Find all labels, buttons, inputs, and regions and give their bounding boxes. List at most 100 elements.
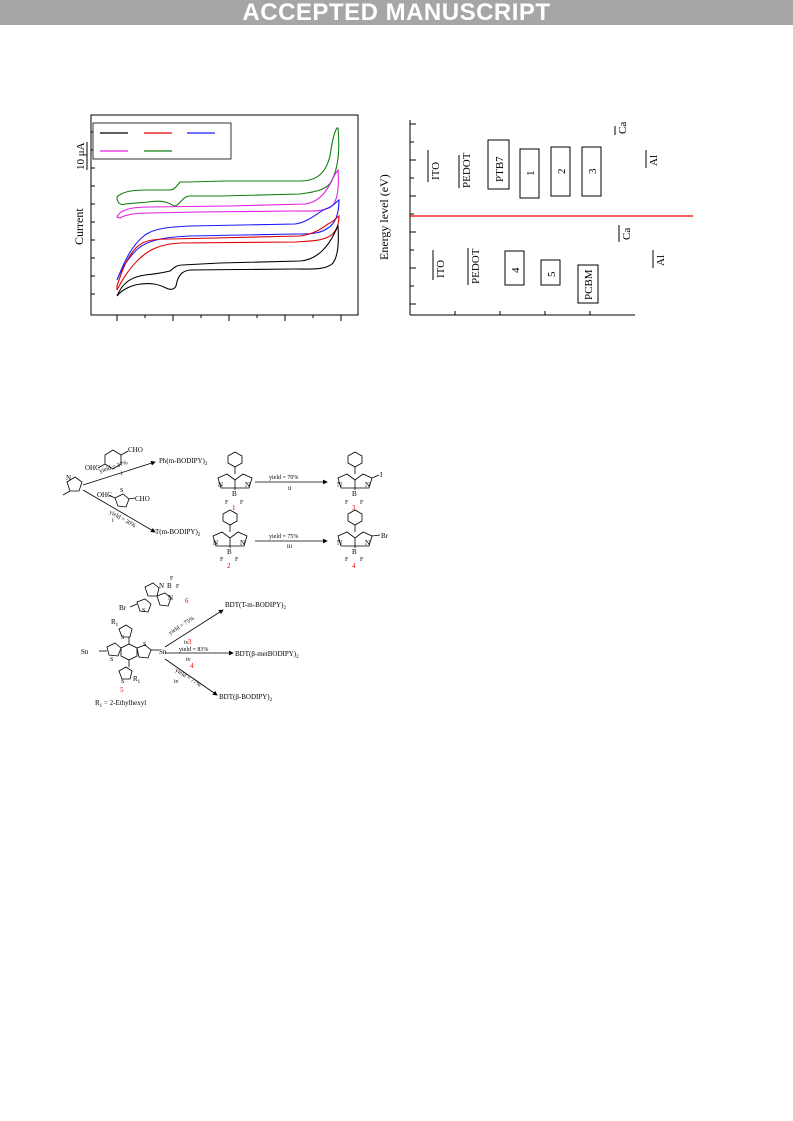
compound-4-structure — [337, 509, 381, 548]
product-ph-bodipy: Ph(m-BODIPY)2 — [159, 457, 208, 467]
cmpd1-n-left: N — [218, 481, 223, 489]
reagent-ohc-mid: OHC — [97, 491, 112, 499]
cmpd3-f-right: F — [360, 500, 364, 506]
upper-level-1: 1 — [519, 148, 540, 199]
accepted-manuscript-banner: ACCEPTED MANUSCRIPT — [0, 0, 793, 26]
cv-trace-green — [116, 127, 340, 207]
upper-level-ca-label: Ca — [617, 122, 629, 134]
bdt-r1-bottom: R1 — [133, 675, 141, 685]
arrow2-step: i — [112, 518, 114, 524]
upper-level-ptb7-label: PTB7 — [494, 156, 506, 182]
compound-6-structure — [129, 582, 172, 613]
pyrrole-n-label: N — [66, 474, 71, 482]
upper-level-3-label: 3 — [587, 168, 599, 174]
cv-legend — [92, 122, 232, 160]
upper-level-ito: ITO — [427, 150, 442, 182]
upper-level-al-label: Al — [648, 155, 660, 166]
bdt-s-right: S — [143, 642, 146, 648]
lower-level-5: 5 — [540, 259, 561, 286]
cmpd2-b: B — [227, 548, 232, 556]
synthesis-scheme-bottom: N B F F N Br S R1 S Sn S S Sn S R1 5 R1 … — [81, 576, 299, 709]
reagent-cho-mid: CHO — [135, 495, 150, 503]
cmpd3-n-left: N — [337, 481, 342, 489]
cmpd4-n-left: N — [337, 539, 342, 547]
lower-level-pedot: PEDOT — [467, 248, 482, 285]
cmpd2-n-left: N — [213, 539, 218, 547]
cmpd1-f-left: F — [225, 500, 229, 506]
arrow1-step: i — [121, 471, 123, 477]
reagent-s-mid: S — [120, 488, 123, 494]
energy-axis-ticks — [410, 123, 416, 305]
arrow-to-bdt-beta-bodipy — [164, 658, 218, 696]
arrow7-step: iv — [174, 679, 179, 685]
cmpd6-f-top: F — [170, 576, 174, 582]
cmpd4-f-left: F — [345, 557, 349, 563]
cv-trace-red — [116, 214, 340, 291]
cmpd1-n-right: N — [245, 481, 250, 489]
arrow-to-t-bodipy — [82, 489, 156, 533]
arrow3-step: ii — [288, 486, 292, 492]
terephthalaldehyde-structure — [97, 449, 129, 470]
cv-plot-frame — [90, 114, 359, 316]
lower-level-pcbm: PCBM — [577, 264, 599, 304]
cv-scale-label: 10 μA — [75, 142, 87, 170]
lower-level-pedot-label: PEDOT — [470, 248, 482, 284]
compound-3-structure — [337, 451, 380, 490]
cmpd5-label: 5 — [120, 686, 124, 694]
cmpd3-b: B — [352, 490, 357, 498]
bdt-sn-right: Sn — [159, 648, 167, 656]
arrow4-yield: yield = 75% — [269, 534, 298, 540]
cmpd4-bromo: Br — [381, 532, 389, 540]
cmpd6-b: B — [167, 582, 172, 590]
bdt-sn-left: Sn — [81, 648, 89, 656]
cmpd3-iodo: I — [380, 471, 383, 479]
upper-level-ptb7: PTB7 — [487, 139, 510, 190]
product-bdt-t-m-bodipy: BDT(T-m-BODIPY)2 — [225, 601, 286, 611]
lower-level-al-label: Al — [655, 255, 667, 266]
lower-level-ca-label: Ca — [621, 228, 633, 240]
cv-chart: 10 μA Current — [72, 114, 359, 321]
cmpd1-b: B — [232, 490, 237, 498]
bdt-s-left: S — [110, 657, 113, 663]
cv-legend-frame — [92, 122, 232, 160]
cmpd6-f-right: F — [176, 584, 180, 590]
cmpd6-label: 6 — [185, 597, 189, 605]
arrow6-number: 3 — [188, 638, 192, 646]
lower-level-4-label: 4 — [510, 267, 522, 273]
reagent-ohc-top: OHC — [85, 464, 100, 472]
synthesis-scheme-top: N CHO OHC OHC CHO S — [62, 446, 389, 570]
cv-trace-blue — [116, 198, 340, 281]
cmpd4-b: B — [352, 548, 357, 556]
cmpd2-label: 2 — [227, 562, 231, 570]
arrow6-step: iv — [186, 657, 191, 663]
arrow-to-bdt-t-m-bodipy — [164, 609, 224, 648]
reagent-cho-top: CHO — [128, 446, 143, 454]
cmpd2-f-left: F — [220, 557, 224, 563]
cmpd4-n-right: N — [365, 539, 370, 547]
cmpd4-f-right: F — [360, 557, 364, 563]
cmpd1-label: 1 — [232, 504, 236, 512]
compound-1-structure — [217, 451, 253, 490]
product-bdt-beta-metbodipy: BDT(β-metBODIPY)2 — [235, 650, 299, 660]
lower-level-ito: ITO — [432, 250, 447, 280]
cmpd2-f-right: F — [235, 557, 239, 563]
energy-y-axis-label: Energy level (eV) — [377, 174, 391, 260]
cmpd1-f-right: F — [240, 500, 244, 506]
cv-x-ticks — [116, 315, 342, 321]
upper-level-2-label: 2 — [556, 169, 568, 175]
compound-2-structure — [212, 509, 248, 548]
product-bdt-beta-bodipy: BDT(β-BODIPY)2 — [219, 693, 273, 703]
energy-level-diagram: Energy level (eV) ITO PEDOT PTB7 1 2 3 C… — [377, 120, 693, 316]
lower-level-al: Al — [652, 250, 667, 268]
cmpd3-n-right: N — [365, 481, 370, 489]
arrow5-step: iv — [184, 640, 189, 646]
arrow6-yield: yield = 83% — [179, 647, 208, 653]
banner-text: ACCEPTED MANUSCRIPT — [242, 0, 551, 26]
cv-trace-magenta — [116, 168, 339, 219]
lower-level-pcbm-label: PCBM — [583, 269, 595, 300]
bdt-r1-top: R1 — [111, 618, 119, 628]
arrow3-yield: yield = 70% — [269, 475, 298, 481]
cmpd6-br: Br — [119, 604, 127, 612]
upper-level-al: Al — [645, 150, 660, 168]
upper-level-pedot: PEDOT — [458, 152, 473, 188]
